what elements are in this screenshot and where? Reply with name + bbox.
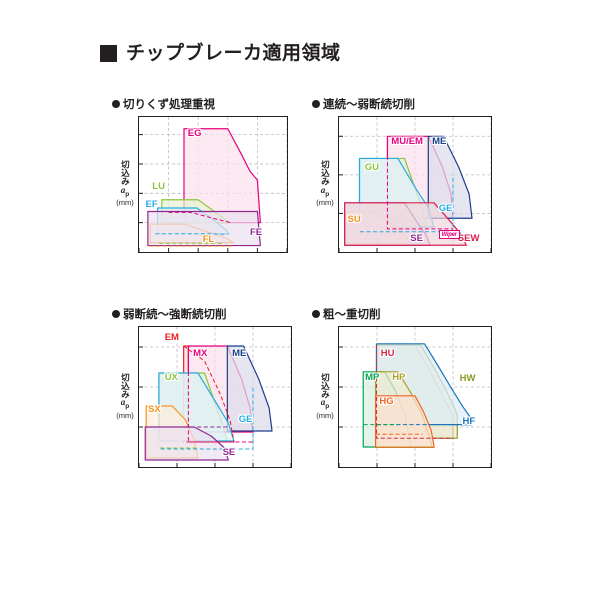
chart-area-chip-control: 切込みap(mm)EGLUEFFLFE1.02.03.04.000.10.20.… <box>112 116 288 253</box>
dashed-contour-HU <box>376 345 453 439</box>
dashed-contour-EF <box>155 233 228 235</box>
chart-area-continuous-light: 切込みap(mm)MU/EMMEGUGESUSESEWWiper2.04.06.… <box>312 116 492 253</box>
region-FE <box>147 210 261 247</box>
y-axis-caption: 切込み ap (mm) <box>112 116 138 251</box>
chart-heading-text: 切りくず処理重視 <box>123 99 215 111</box>
region-ME <box>226 345 273 432</box>
chart-heading-text: 連続～弱断続切削 <box>323 99 415 111</box>
dashed-contour-GE <box>160 387 254 450</box>
plot-box-continuous-light: MU/EMMEGUGESUSESEWWiper2.04.06.000.20.40… <box>338 116 492 253</box>
y-tick-label: 4.0 <box>138 382 139 393</box>
y-tick-label: 1.0 <box>138 217 139 228</box>
y-axis-unit: (mm) <box>116 410 134 420</box>
bullet-icon <box>312 99 320 108</box>
y-tick-label: 6.0 <box>138 342 139 353</box>
chart-heading-continuous-light: 連続～弱断続切削 <box>312 96 490 112</box>
plot-svg <box>139 327 291 467</box>
y-axis-label-jp: 切込み <box>320 372 331 399</box>
y-axis-label-symbol: ap <box>320 184 330 198</box>
y-tick-label: 4.0 <box>138 129 139 140</box>
y-tick-label: 10.0 <box>338 382 339 393</box>
chart-panel-light-heavy-interrupted: 弱断続～強断続切削切込みap(mm)EMMXMEUXGESXSE2.04.06.… <box>112 306 292 468</box>
y-axis-caption: 切込み ap (mm) <box>312 326 338 466</box>
y-tick-label: 15.0 <box>338 342 339 353</box>
y-tick-label: 5.0 <box>338 422 339 433</box>
y-tick-label: 3.0 <box>138 158 139 169</box>
y-tick-label: 2.0 <box>138 188 139 199</box>
chart-area-rough-heavy: 切込みap(mm)HUHWHFMPHPHG5.010.015.000.40.81… <box>312 326 492 468</box>
chart-heading-text: 弱断続～強断続切削 <box>123 309 227 321</box>
square-marker-icon <box>100 45 117 62</box>
y-axis-label-symbol: ap <box>120 184 130 198</box>
y-axis-caption: 切込み ap (mm) <box>312 116 338 251</box>
chart-heading-light-heavy-interrupted: 弱断続～強断続切削 <box>112 306 290 322</box>
chart-heading-text: 粗～重切削 <box>323 309 381 321</box>
chart-panel-rough-heavy: 粗～重切削切込みap(mm)HUHWHFMPHPHG5.010.015.000.… <box>312 306 492 468</box>
plot-box-chip-control: EGLUEFFLFE1.02.03.04.000.10.20.30.40.5送り… <box>138 116 288 253</box>
dashed-contour-MX <box>187 346 253 443</box>
page-title-text: チップブレーカ適用領域 <box>126 43 341 64</box>
chart-panel-continuous-light: 連続～弱断続切削 切込み ap (mm) MU/EM ME GU GE SU SE SEW Wiper… <box>312 96 492 253</box>
chart-heading-rough-heavy: 粗～重切削 <box>312 306 490 322</box>
plot-svg <box>139 117 287 252</box>
y-tick-label: 6.0 <box>338 131 339 142</box>
bullet-icon <box>112 99 120 108</box>
dashed-contour-MU/EM <box>386 136 453 230</box>
plot-box-rough-heavy: HUHWHFMPHPHG5.010.015.000.40.81.21.6送り量 … <box>338 326 492 468</box>
y-axis-unit: (mm) <box>316 410 334 420</box>
bullet-icon <box>112 309 120 318</box>
wiper-badge: Wiper <box>438 230 460 239</box>
y-axis-label-jp: 切込み <box>120 372 131 399</box>
y-axis-label-symbol: ap <box>320 397 330 411</box>
region-SEW <box>344 202 467 246</box>
y-axis-caption: 切込み ap (mm) <box>112 326 138 466</box>
y-axis-label-jp: 切込み <box>320 160 331 186</box>
y-tick-label: 2.0 <box>338 208 339 219</box>
y-axis-unit: (mm) <box>116 198 134 208</box>
y-tick-label: 2.0 <box>138 422 139 433</box>
plot-svg <box>339 327 491 467</box>
plot-svg <box>339 117 491 252</box>
y-axis-label-jp: 切込み <box>120 160 131 186</box>
chart-area-light-heavy-interrupted: 切込みap(mm)EMMXMEUXGESXSE2.04.06.000.20.40… <box>112 326 292 468</box>
y-axis-unit: (mm) <box>316 198 334 208</box>
page-title: チップブレーカ適用領域 <box>100 44 341 63</box>
dashed-contour-EG <box>168 211 231 224</box>
chart-panel-chip-control: 切りくず処理重視切込みap(mm)EGLUEFFLFE1.02.03.04.00… <box>112 96 288 253</box>
bullet-icon <box>312 309 320 318</box>
plot-box-light-heavy-interrupted: EMMXMEUXGESXSE2.04.06.000.20.40.60.8送り量 … <box>138 326 292 468</box>
y-tick-label: 4.0 <box>338 169 339 180</box>
y-axis-label-symbol: ap <box>120 397 130 411</box>
chart-heading-chip-control: 切りくず処理重視 <box>112 96 286 112</box>
